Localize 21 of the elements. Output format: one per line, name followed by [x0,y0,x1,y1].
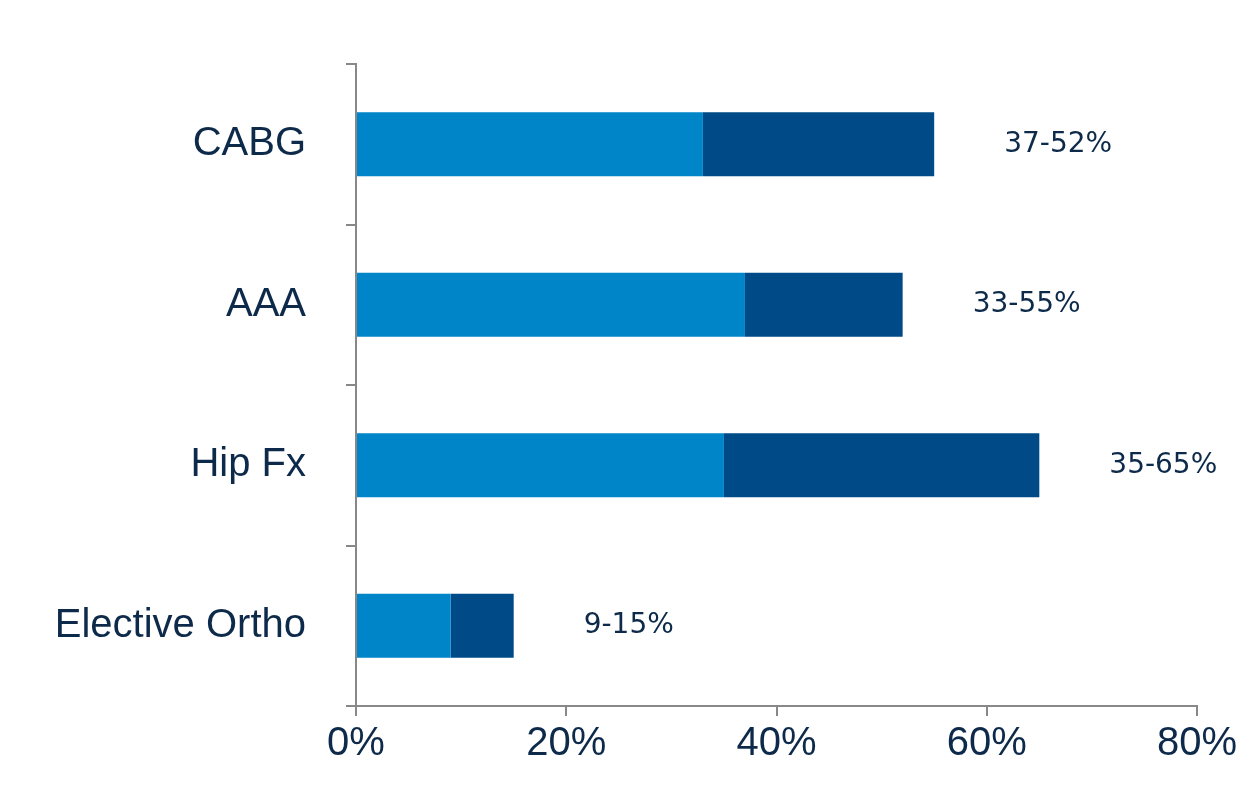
bar [357,272,745,337]
x-tick-label: 0% [327,719,385,764]
x-tick-label: 40% [736,719,817,764]
y-tick-label: CABG [192,119,306,164]
bar [357,433,724,498]
bar [744,272,903,337]
x-tick-label: 60% [946,719,1027,764]
bar [450,593,514,658]
x-tick-label: 20% [526,719,607,764]
x-tick-label: 80% [1156,719,1238,764]
bar [702,112,935,177]
bar [357,112,703,177]
y-tick-label: Elective Ortho [54,600,306,645]
y-tick-label: AAA [225,279,307,324]
annotation: 33-55% [972,286,1081,320]
y-tick-label: Hip Fx [190,440,306,485]
annotation: 35-65% [1109,446,1218,480]
bar [723,433,1040,498]
annotation: 37-52% [1004,125,1113,159]
bar [357,593,451,658]
annotation: 9-15% [583,607,674,641]
